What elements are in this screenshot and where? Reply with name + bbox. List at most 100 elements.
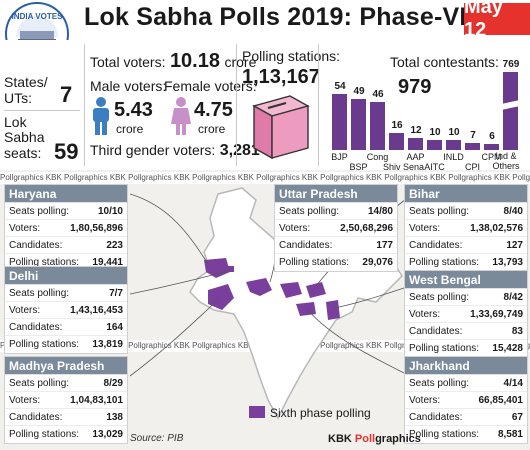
chart-bar-cpi	[465, 143, 480, 150]
chart-category-label: BJP	[331, 152, 348, 162]
state-card-madhya-pradesh: Madhya Pradesh Seats polling: 8/29 Voters…	[4, 356, 128, 444]
male-voters-value: 5.43	[114, 99, 153, 121]
row-seats: Seats polling: 14/80	[275, 203, 397, 220]
chart-bar-cpm	[484, 144, 499, 150]
logo-top-text: INDIA VOTES	[12, 12, 63, 21]
states-value: 7	[60, 82, 73, 107]
row-polling-stations: Polling stations: 15,428	[409, 343, 523, 354]
row-polling-stations: Polling stations: 13,793	[409, 257, 523, 268]
polling-booth-icon	[252, 95, 310, 160]
row-voters: Voters: 1,80,56,896	[5, 220, 127, 237]
chart-category-label: CPI	[464, 162, 480, 172]
state-name: Madhya Pradesh	[5, 357, 127, 375]
row-polling-stations: Polling stations: 29,076	[279, 257, 393, 268]
seats-label-1: Lok	[4, 114, 27, 130]
contestants-label: Total contestants:	[390, 54, 499, 70]
contestants-chart: 54 BJP 49 BSP 46 Cong 16 Shiv Sena 12 AAP 10 AITC 10…	[0, 0, 530, 172]
chart-category-label: AAP	[406, 152, 425, 162]
chart-value-label: 54	[334, 81, 346, 92]
row-voters: Voters: 2,50,68,296	[275, 220, 397, 237]
up-region-east	[280, 282, 302, 298]
chart-category-label: Ind & Others	[492, 151, 520, 171]
row-voters: Voters: 1,33,69,749	[405, 306, 527, 323]
state-card-uttar-pradesh: Uttar Pradesh Seats polling: 14/80 Voters…	[274, 184, 398, 272]
chart-value-label: 10	[448, 127, 460, 138]
row-polling-stations: Polling stations: 13,819	[9, 339, 123, 350]
seats-value: 59	[54, 139, 79, 164]
state-card-delhi: Delhi Seats polling: 7/7 Voters: 1,43,16,4…	[4, 266, 128, 354]
chart-value-label: 16	[391, 120, 403, 131]
seats-label-2: Sabha	[4, 129, 45, 145]
row-candidates: Candidates: 138	[5, 409, 127, 426]
row-seats: Seats polling: 10/10	[5, 203, 127, 220]
row-voters: Voters: 1,04,83,101	[5, 392, 127, 409]
state-card-jharkhand: Jharkhand Seats polling: 4/14 Voters: 66,8…	[404, 356, 528, 444]
row-seats: Seats polling: 7/7	[5, 285, 127, 302]
row-polling-stations: Polling stations: 8,581	[409, 429, 523, 440]
chart-value-label: 46	[372, 89, 384, 100]
chart-value-label: 10	[429, 127, 441, 138]
divider	[84, 44, 85, 166]
row-candidates: Candidates: 83	[405, 323, 527, 340]
source-note: Source: PIB	[130, 433, 184, 444]
chart-value-label: 6	[489, 131, 495, 142]
state-name: Bihar	[405, 185, 527, 203]
row-candidates: Candidates: 164	[5, 319, 127, 336]
third-gender-voters: Third gender voters: 3,281	[90, 142, 260, 159]
female-voters-value: 4.75	[194, 99, 233, 121]
polling-stations-value: 1,13,167	[242, 66, 320, 88]
row-seats: Seats polling: 4/14	[405, 375, 527, 392]
chart-category-label: Cong	[366, 152, 389, 162]
chart-bar-aitc	[427, 140, 442, 150]
male-icon	[93, 97, 109, 135]
brand-strip: Pollgraphics KBK Pollgraphics KBK Pollgr…	[0, 172, 530, 184]
states-label-1: States/	[4, 74, 48, 90]
row-seats: Seats polling: 8/40	[405, 203, 527, 220]
chart-category-label: INLD	[443, 152, 464, 162]
credit: KBK Pollgraphics	[328, 433, 421, 445]
male-voters-unit: crore	[116, 122, 144, 136]
chart-bar-bsp	[351, 99, 366, 150]
total-voters: Total voters: 10.18 crore	[90, 50, 257, 72]
legend-swatch	[249, 406, 265, 418]
state-card-bihar: Bihar Seats polling: 8/40 Voters: 1,38,02,…	[404, 184, 528, 272]
chart-bar-aap	[408, 138, 423, 150]
row-voters: Voters: 1,38,02,576	[405, 220, 527, 237]
haryana-region	[204, 258, 230, 278]
contestants-value: 979	[398, 76, 432, 98]
female-voters-unit: crore	[198, 122, 226, 136]
chart-bar-cong	[370, 102, 385, 150]
delhi-region	[228, 266, 234, 272]
chart-category-label: Shiv Sena	[383, 162, 425, 172]
polling-stations-label: Polling stations:	[242, 48, 341, 64]
row-voters: Voters: 66,85,401	[405, 392, 527, 409]
india-map	[130, 186, 411, 420]
chart-value-label: 769	[502, 59, 520, 70]
chart-category-label: CPM	[481, 152, 502, 162]
chart-value-label: 7	[470, 130, 476, 141]
chart-bar-bjp	[332, 94, 347, 150]
state-card-haryana: Haryana Seats polling: 10/10 Voters: 1,80,…	[4, 184, 128, 272]
seats-label-3: seats:	[4, 145, 42, 161]
legend-label: Sixth phase polling	[270, 406, 371, 420]
chart-bar-shiv-sena	[389, 133, 404, 150]
divider	[236, 44, 237, 166]
state-name: Jharkhand	[405, 357, 527, 375]
up-region-west	[246, 278, 272, 296]
row-candidates: Candidates: 127	[405, 237, 527, 254]
state-name: Uttar Pradesh	[275, 185, 397, 203]
state-name: Haryana	[5, 185, 127, 203]
female-voters-label: Female voters:	[164, 78, 257, 94]
chart-bar-ind-others	[503, 72, 518, 150]
page-title: Lok Sabha Polls 2019: Phase-VI	[84, 3, 467, 31]
chart-category-label: AITC	[424, 162, 445, 172]
chart-bar-inld	[446, 140, 461, 150]
divider	[318, 44, 319, 166]
state-card-west-bengal: West Bengal Seats polling: 8/42 Voters: 1,…	[404, 270, 528, 358]
chart-value-label: 12	[410, 125, 422, 136]
chart-category-label: BSP	[349, 162, 368, 172]
jharkhand-region	[296, 302, 316, 316]
row-seats: Seats polling: 8/29	[5, 375, 127, 392]
bihar-region	[306, 282, 326, 298]
divider	[4, 110, 80, 111]
